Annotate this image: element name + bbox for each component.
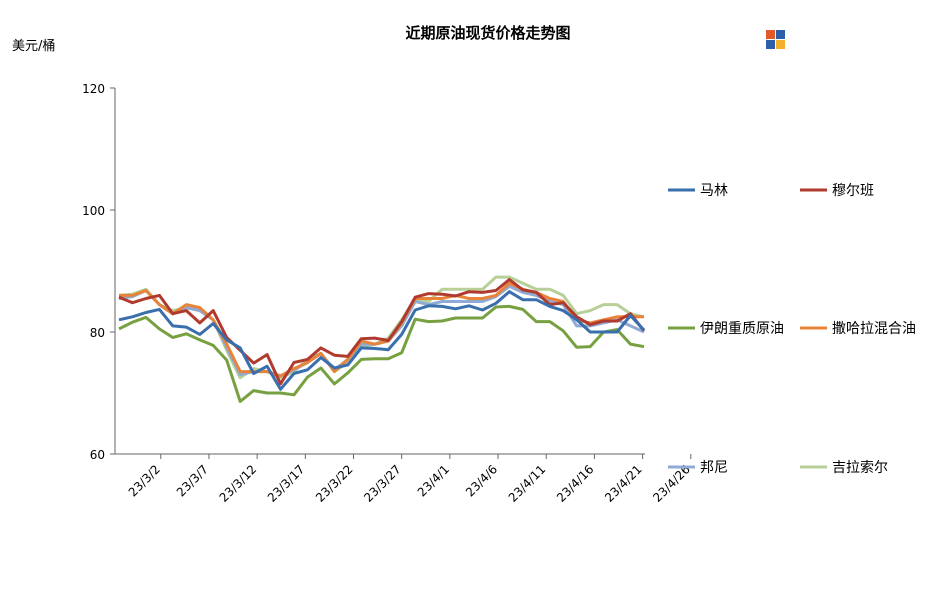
x-tick-label: 23/3/2 xyxy=(126,462,163,499)
y-unit-label: 美元/桶 xyxy=(12,39,55,54)
y-tick-label: 120 xyxy=(82,82,105,96)
x-tick-label: 23/4/6 xyxy=(463,462,500,499)
y-tick-label: 60 xyxy=(90,448,105,462)
x-tick-label: 23/3/7 xyxy=(174,462,211,499)
x-tick-label: 23/3/27 xyxy=(361,462,404,505)
chart-title: 近期原油现货价格走势图 xyxy=(405,24,570,42)
legend-label: 穆尔班 xyxy=(832,183,874,199)
legend-label: 马林 xyxy=(700,183,728,199)
x-tick-label: 23/4/21 xyxy=(602,462,645,505)
series-line-1 xyxy=(118,290,646,391)
x-tick-label: 23/3/17 xyxy=(265,462,308,505)
x-tick-label: 23/3/12 xyxy=(217,462,260,505)
series-line-2 xyxy=(118,278,646,386)
series-line-6 xyxy=(118,275,645,380)
x-tick-label: 23/4/11 xyxy=(506,462,549,505)
logo-icon xyxy=(766,30,785,49)
brand-logo xyxy=(766,30,785,49)
series-layer xyxy=(118,275,646,403)
x-axis: 23/3/2 23/3/7 23/3/12 23/3/17 23/3/22 23/3/27… xyxy=(115,453,693,505)
x-tick-label: 23/4/16 xyxy=(554,462,597,505)
y-tick-label: 80 xyxy=(90,326,105,340)
x-tick-label: 23/3/22 xyxy=(313,462,356,505)
x-tick-label: 23/4/26 xyxy=(650,462,693,505)
legend-label: 伊朗重质原油 xyxy=(700,321,784,337)
series-line-3 xyxy=(118,304,645,403)
legend-label: 邦尼 xyxy=(700,460,728,476)
series-line-4 xyxy=(119,281,644,378)
y-axis: 60 80 100 120 xyxy=(82,82,116,462)
legend-label: 撒哈拉混合油 xyxy=(832,321,916,337)
y-tick-label: 100 xyxy=(82,204,105,218)
legend-label: 吉拉索尔 xyxy=(832,459,888,476)
x-tick-label: 23/4/1 xyxy=(415,462,452,499)
